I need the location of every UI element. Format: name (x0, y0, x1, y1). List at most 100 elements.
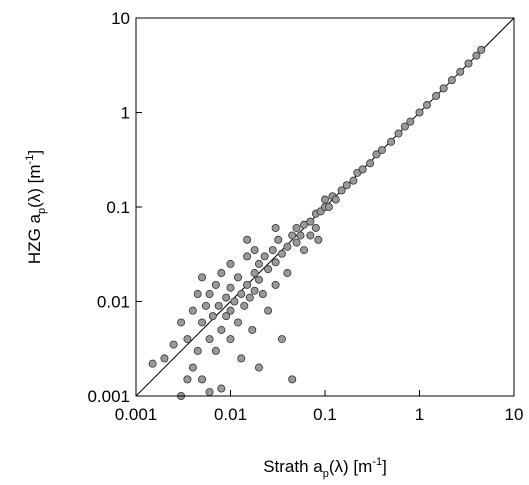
scatter-point (160, 354, 169, 363)
scatter-point (198, 318, 207, 327)
scatter-point (366, 159, 375, 168)
scatter-point (300, 246, 309, 255)
scatter-point (205, 388, 214, 397)
scatter-point (243, 280, 252, 289)
scatter-point (193, 290, 202, 299)
scatter-point (188, 306, 197, 315)
scatter-point (377, 146, 386, 155)
scatter-point (226, 283, 235, 292)
scatter-point (349, 176, 358, 185)
scatter-point (254, 363, 263, 372)
scatter-point (324, 202, 333, 211)
y-label-part: HZG a (25, 213, 44, 264)
scatter-point (177, 318, 186, 327)
scatter-point (400, 122, 409, 131)
scatter-point (342, 181, 351, 190)
x-tick-label: 10 (505, 405, 524, 424)
scatter-point (406, 117, 415, 126)
scatter-point (296, 231, 305, 240)
scatter-point (183, 375, 192, 384)
scatter-point (387, 137, 396, 146)
scatter-point (277, 335, 286, 344)
scatter-point (205, 335, 214, 344)
y-label-part: (λ) [m (25, 164, 44, 207)
scatter-point (217, 325, 226, 334)
y-tick-label: 0.01 (97, 293, 130, 312)
scatter-point (283, 242, 292, 251)
scatter-point (268, 246, 277, 255)
scatter-point (250, 246, 259, 255)
scatter-point (245, 293, 254, 302)
scatter-point (292, 238, 301, 247)
scatter-point (198, 273, 207, 282)
scatter-point (456, 67, 465, 76)
scatter-point (283, 269, 292, 278)
scatter-point (264, 265, 273, 274)
scatter-point (222, 293, 231, 302)
scatter-point (320, 195, 329, 204)
scatter-point (214, 301, 223, 310)
scatter-point (306, 217, 315, 226)
scatter-point (205, 290, 214, 299)
scatter-point (306, 231, 315, 240)
scatter-point (217, 269, 226, 278)
scatter-point (254, 275, 263, 284)
scatter-point (188, 363, 197, 372)
scatter-point (271, 258, 280, 267)
scatter-point (226, 306, 235, 315)
scatter-point (422, 101, 431, 110)
scatter-point (240, 301, 249, 310)
scatter-point (201, 301, 210, 310)
y-axis-label: HZG ap(λ) [m-1] (24, 150, 48, 264)
y-tick-label: 0.1 (106, 198, 130, 217)
scatter-point (472, 51, 481, 60)
scatter-point (274, 235, 283, 244)
scatter-point (211, 346, 220, 355)
scatter-point (432, 91, 441, 100)
scatter-point (208, 312, 217, 321)
scatter-point (314, 235, 323, 244)
scatter-point (292, 223, 301, 232)
scatter-point (394, 129, 403, 138)
plot-frame (135, 17, 515, 397)
y-tick-label: 0.001 (87, 387, 130, 406)
scatter-point (211, 280, 220, 289)
scatter-point (250, 286, 259, 295)
y-tick-label: 10 (111, 9, 130, 28)
scatter-point (226, 335, 235, 344)
x-tick-label: 0.001 (115, 405, 158, 424)
scatter-point (233, 273, 242, 282)
scatter-point (331, 195, 340, 204)
scatter-point (193, 346, 202, 355)
x-tick-label: 0.1 (313, 405, 337, 424)
y-label-part: -1 (24, 155, 36, 165)
x-label-part: Strath a (263, 457, 323, 476)
x-label-part: -1 (372, 456, 382, 468)
scatter-point (415, 108, 424, 117)
scatter-point (264, 306, 273, 315)
scatter-point (271, 223, 280, 232)
scatter-point (233, 318, 242, 327)
x-tick-label: 1 (415, 405, 424, 424)
x-label-part: ] (382, 457, 387, 476)
scatter-point (248, 325, 257, 334)
scatter-point (243, 252, 252, 261)
scatter-point (169, 340, 178, 349)
scatter-point (148, 359, 157, 368)
scatter-point (230, 297, 239, 306)
y-label-part: ] (25, 150, 44, 155)
scatter-point (217, 384, 226, 393)
scatter-point (288, 231, 297, 240)
scatter-point (300, 220, 309, 229)
scatter-point (260, 252, 269, 261)
x-label-part: p (323, 468, 329, 480)
x-axis-label: Strath ap(λ) [m-1] (263, 456, 387, 480)
scatter-point (226, 259, 235, 268)
x-tick-label: 0.01 (214, 405, 247, 424)
scatter-point (288, 375, 297, 384)
scatter-point (250, 269, 259, 278)
scatter-point (358, 165, 367, 174)
scatter-point (271, 280, 280, 289)
scatter-point (337, 186, 346, 195)
